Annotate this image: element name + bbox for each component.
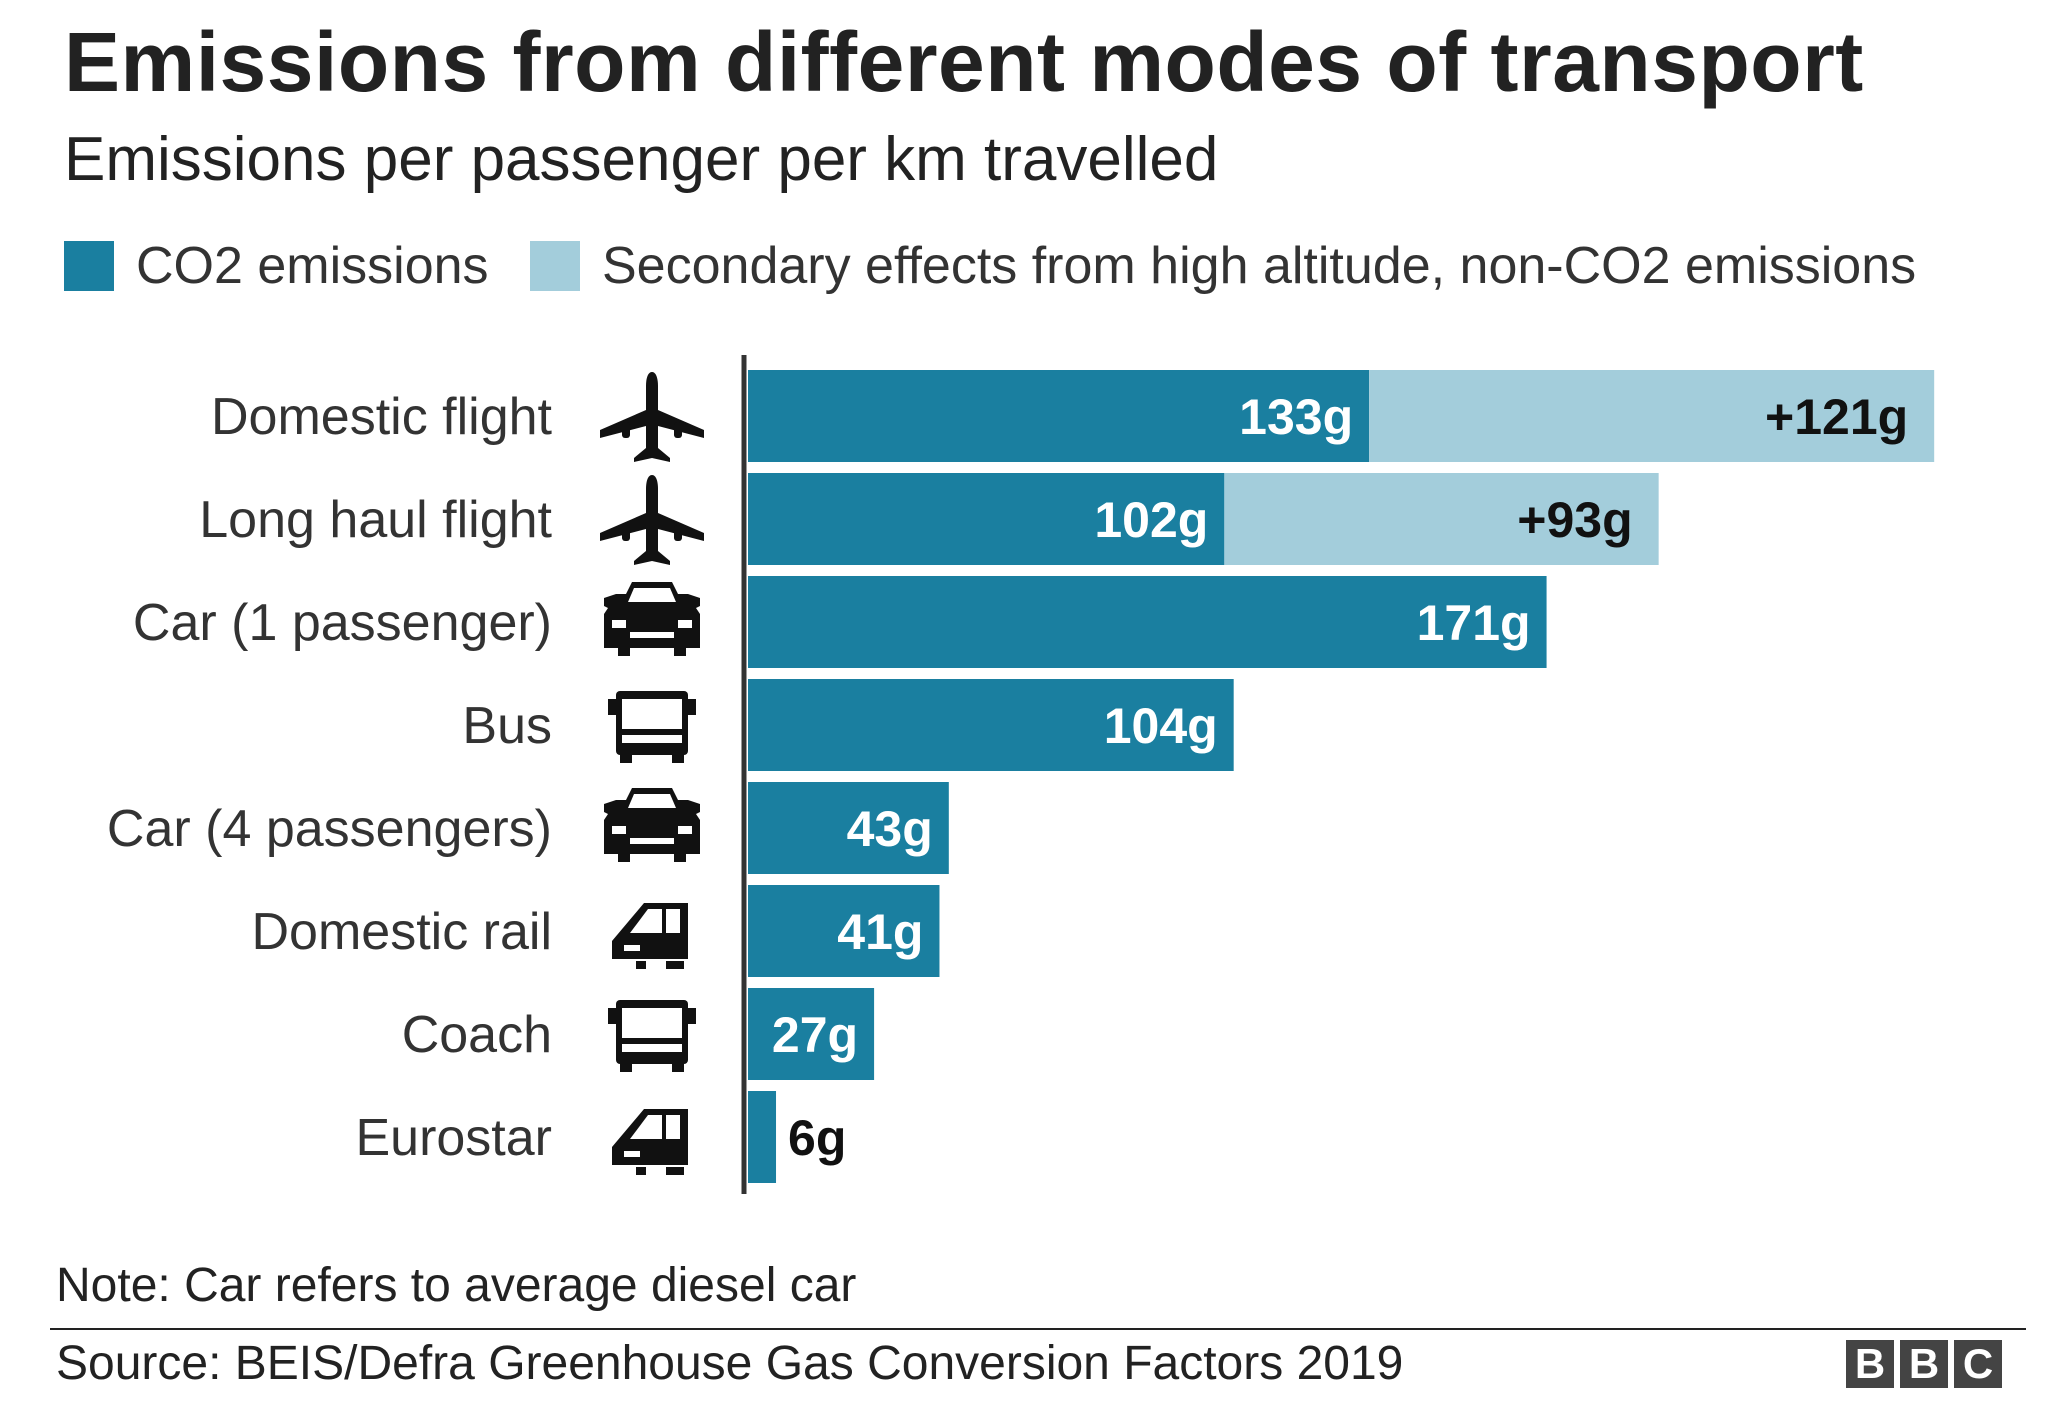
value-label-co2: 27g	[772, 1007, 858, 1063]
category-label: Car (4 passengers)	[107, 800, 552, 858]
category-label: Eurostar	[355, 1109, 552, 1167]
bus-icon	[608, 691, 696, 763]
value-label-co2: 43g	[847, 801, 933, 857]
legend-label-secondary: Secondary effects from high altitude, no…	[602, 237, 1917, 295]
category-label: Car (1 passenger)	[133, 594, 552, 652]
value-label-co2: 133g	[1239, 389, 1353, 445]
bar-co2	[748, 679, 1234, 771]
logo-letter: C	[1954, 1340, 2002, 1388]
bbc-logo: B B C	[1846, 1340, 2002, 1388]
chart-title: Emissions from different modes of transp…	[64, 15, 1864, 109]
legend-swatch-co2	[64, 241, 114, 291]
car-icon	[604, 788, 700, 862]
legend-item-secondary: Secondary effects from high altitude, no…	[530, 236, 1916, 296]
value-label-co2: 6g	[788, 1110, 846, 1166]
plane-icon	[600, 475, 704, 565]
car-icon	[604, 582, 700, 656]
category-label: Domestic rail	[252, 903, 553, 961]
logo-letter: B	[1846, 1340, 1894, 1388]
value-label-co2: 102g	[1094, 492, 1208, 548]
legend-label-co2: CO2 emissions	[136, 237, 489, 295]
bar-co2	[748, 473, 1225, 565]
bar-co2	[748, 988, 875, 1080]
train-icon	[612, 1109, 688, 1175]
bar-secondary	[1369, 370, 1935, 462]
bar-co2	[748, 370, 1370, 462]
category-label: Domestic flight	[211, 388, 553, 446]
bar-co2	[748, 576, 1547, 668]
category-label: Bus	[462, 697, 552, 755]
legend-item-co2: CO2 emissions	[64, 236, 489, 296]
bar-secondary	[1224, 473, 1659, 565]
chart-note: Note: Car refers to average diesel car	[56, 1259, 857, 1312]
bar-co2	[748, 1091, 777, 1183]
chart-subtitle: Emissions per passenger per km travelled	[64, 125, 1219, 194]
legend-swatch-secondary	[530, 241, 580, 291]
chart-source: Source: BEIS/Defra Greenhouse Gas Conver…	[56, 1337, 1404, 1390]
value-label-secondary: +121g	[1765, 389, 1908, 445]
bar-co2	[748, 782, 949, 874]
category-label: Long haul flight	[199, 491, 552, 549]
value-label-co2: 171g	[1417, 595, 1531, 651]
plane-icon	[600, 372, 704, 462]
train-icon	[612, 903, 688, 969]
value-label-co2: 41g	[837, 904, 923, 960]
bus-icon	[608, 1000, 696, 1072]
bar-co2	[748, 885, 940, 977]
logo-letter: B	[1900, 1340, 1948, 1388]
value-label-secondary: +93g	[1517, 492, 1632, 548]
category-label: Coach	[402, 1006, 552, 1064]
footer-divider	[50, 1328, 2026, 1330]
bar-chart: Domestic flight 133g +121g Long haul flight…	[107, 355, 1935, 1194]
value-label-co2: 104g	[1104, 698, 1218, 754]
